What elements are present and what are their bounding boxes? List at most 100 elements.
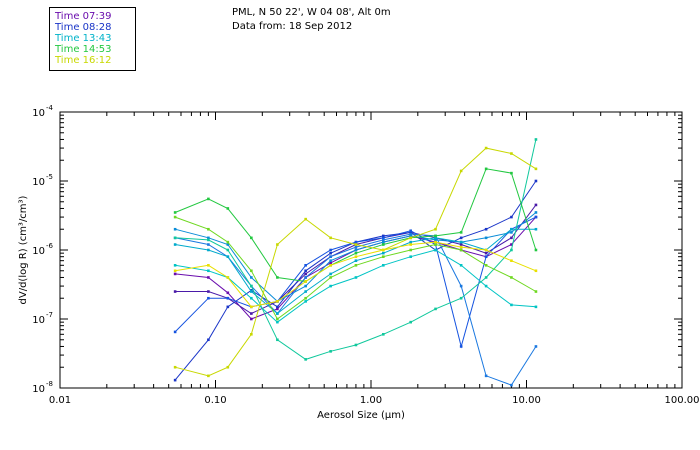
data-point <box>250 284 253 288</box>
x-tick-label: 100.00 <box>665 395 700 406</box>
data-point <box>207 296 210 300</box>
data-point <box>510 383 513 387</box>
data-point <box>409 236 412 240</box>
data-point <box>459 284 463 288</box>
data-point <box>459 169 463 173</box>
data-point <box>434 238 437 242</box>
y-tick-label-base: 10 <box>32 384 45 395</box>
data-point <box>207 236 210 240</box>
data-point <box>484 167 488 171</box>
data-point <box>409 240 412 244</box>
data-point <box>207 243 210 246</box>
data-point <box>459 236 463 240</box>
data-point <box>304 264 307 267</box>
data-point <box>484 255 488 258</box>
data-point <box>304 358 307 361</box>
data-point <box>276 305 279 309</box>
data-point <box>276 243 279 246</box>
data-point <box>173 243 177 246</box>
data-point <box>354 264 358 267</box>
data-point <box>207 269 210 273</box>
data-point <box>510 231 513 234</box>
data-point <box>207 248 210 252</box>
data-point <box>329 259 332 262</box>
data-point <box>534 248 538 252</box>
data-point <box>226 296 230 300</box>
data-point <box>250 296 253 300</box>
data-point <box>459 296 463 300</box>
data-point <box>382 236 385 240</box>
data-point <box>354 251 358 255</box>
data-point <box>226 240 230 244</box>
data-point <box>304 290 307 293</box>
data-point <box>173 211 177 214</box>
y-tick-label-base: 10 <box>32 177 45 188</box>
data-point <box>329 255 332 258</box>
data-point <box>382 251 385 255</box>
data-point <box>250 317 253 321</box>
data-point <box>534 290 538 293</box>
data-point <box>329 248 332 252</box>
legend-entry: Time 07:39 <box>55 11 112 22</box>
data-point <box>173 365 177 369</box>
data-point <box>173 330 177 334</box>
data-point <box>354 243 358 246</box>
data-point <box>484 374 488 378</box>
data-point <box>250 269 253 273</box>
data-point <box>354 248 358 252</box>
data-point <box>510 227 513 231</box>
data-point <box>250 305 253 309</box>
data-point <box>226 291 230 295</box>
y-tick-label-base: 10 <box>32 246 45 257</box>
data-point <box>459 345 463 348</box>
data-point <box>276 312 279 315</box>
x-tick-label: 10.00 <box>512 395 541 406</box>
data-point <box>207 264 210 267</box>
data-point <box>173 264 177 267</box>
data-point <box>382 333 385 336</box>
data-point <box>510 171 513 175</box>
data-point <box>354 245 358 249</box>
legend-entry: Time 16:12 <box>55 55 112 66</box>
data-point <box>409 248 412 252</box>
data-point <box>207 276 210 279</box>
data-point <box>534 138 538 141</box>
legend-entry: Time 13:43 <box>55 33 112 44</box>
data-point <box>276 300 279 303</box>
data-point <box>534 203 538 207</box>
data-point <box>276 338 279 342</box>
data-point <box>382 243 385 246</box>
data-point <box>484 236 488 240</box>
data-point <box>329 251 332 255</box>
data-point <box>510 248 513 252</box>
data-point <box>354 259 358 262</box>
data-point <box>276 317 279 321</box>
data-point <box>534 215 538 219</box>
data-point <box>173 215 177 219</box>
data-point <box>434 236 437 240</box>
data-point <box>329 284 332 288</box>
y-tick-label-exponent: -5 <box>46 173 53 181</box>
data-point <box>382 248 385 252</box>
data-point <box>534 345 538 348</box>
data-point <box>207 338 210 342</box>
data-point <box>382 264 385 267</box>
data-point <box>534 305 538 309</box>
data-point <box>459 243 463 246</box>
data-point <box>534 211 538 214</box>
data-point <box>510 276 513 279</box>
legend: Time 07:39 Time 08:28 Time 13:43 Time 14:53… <box>49 7 136 71</box>
data-point <box>409 232 412 236</box>
y-tick-label-base: 10 <box>32 108 45 119</box>
data-point <box>354 276 358 279</box>
data-point <box>382 234 385 238</box>
data-point <box>459 245 463 249</box>
data-point <box>304 296 307 300</box>
data-point <box>304 272 307 276</box>
data-point <box>409 243 412 246</box>
data-point <box>207 290 210 293</box>
data-point <box>382 238 385 242</box>
data-point <box>354 343 358 347</box>
data-point <box>534 227 538 231</box>
